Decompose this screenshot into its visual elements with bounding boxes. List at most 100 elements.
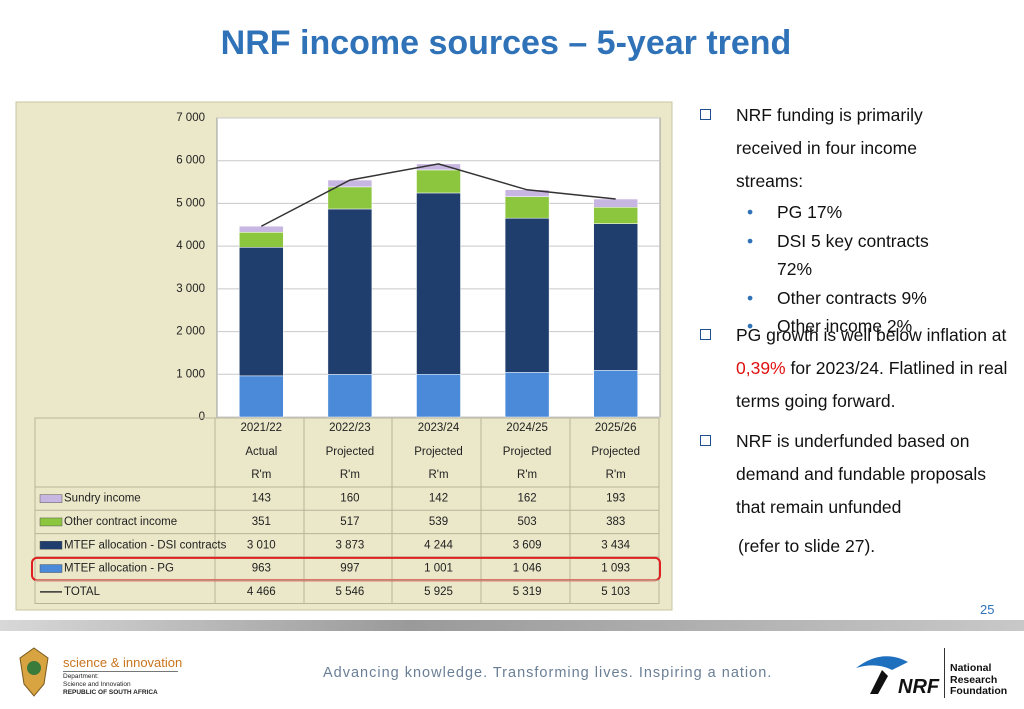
table-value: 4 466	[247, 586, 276, 598]
table-value: 5 546	[336, 586, 365, 598]
table-value: 503	[518, 516, 537, 528]
x-tick-label: 2021/22	[241, 422, 283, 434]
unit-label: R'm	[251, 469, 271, 481]
table-value: 3 010	[247, 539, 276, 551]
bar-segment	[327, 186, 373, 210]
x-tick-label: 2025/26	[595, 422, 637, 434]
category-note: Projected	[591, 446, 640, 458]
y-tick-label: 7 000	[176, 112, 205, 124]
y-tick-label: 4 000	[176, 240, 205, 252]
text: for 2023/24. Flatlined in real terms goi…	[736, 358, 1008, 411]
unit-label: R'm	[428, 469, 448, 481]
unit-label: R'm	[340, 469, 360, 481]
y-tick-label: 0	[199, 411, 205, 423]
unit-label: R'm	[606, 469, 626, 481]
table-value: 160	[340, 493, 359, 505]
text: National	[950, 662, 992, 674]
legend-swatch	[39, 564, 63, 573]
bar-segment	[239, 232, 284, 248]
text: Department:	[63, 673, 99, 680]
table-value: 142	[429, 493, 448, 505]
bullet: NRF is underfunded based on demand and f…	[700, 425, 1010, 563]
x-tick-label: 2024/25	[506, 422, 548, 434]
table-value: 3 609	[513, 539, 542, 551]
dept-brand: science & innovation	[63, 655, 183, 670]
table-value: 351	[252, 516, 271, 528]
table-value: 193	[606, 493, 625, 505]
bullet-text: NRF funding is primarily received in fou…	[736, 105, 923, 191]
legend-swatch	[39, 494, 63, 503]
text: REPUBLIC OF SOUTH AFRICA	[63, 689, 158, 696]
legend-label: TOTAL	[64, 586, 101, 598]
bar-segment	[504, 372, 550, 418]
y-tick-label: 1 000	[176, 368, 205, 380]
highlight: 0,39%	[736, 358, 786, 378]
table-value: 143	[252, 493, 271, 505]
table-value: 1 046	[513, 563, 542, 575]
tagline: Advancing knowledge. Transforming lives.…	[323, 665, 773, 681]
table-value: 5 319	[513, 586, 542, 598]
bullet-text: NRF is underfunded based on demand and f…	[736, 431, 987, 517]
nrf-emblem	[856, 656, 908, 694]
table-value: 162	[518, 493, 537, 505]
bar-segment	[504, 196, 550, 219]
bullet-text: PG growth is well below inflation at 0,3…	[736, 319, 1010, 418]
table-value: 997	[340, 563, 359, 575]
bar-segment	[593, 370, 638, 418]
bar-segment	[327, 374, 373, 418]
sub-bullet: PG 17%	[777, 198, 940, 227]
y-tick-label: 3 000	[176, 283, 205, 295]
text: Science and Innovation	[63, 681, 131, 688]
table-value: 383	[606, 516, 625, 528]
legend-swatch	[39, 517, 63, 527]
table-value: 517	[340, 516, 359, 528]
category-note: Projected	[414, 446, 463, 458]
divider	[63, 671, 178, 672]
category-note: Projected	[326, 446, 375, 458]
bar-segment	[593, 198, 638, 208]
x-tick-label: 2023/24	[418, 422, 460, 434]
total-line	[260, 163, 616, 227]
table-value: 3 873	[336, 539, 365, 551]
table-value: 5 925	[424, 586, 453, 598]
divider	[944, 648, 945, 698]
y-tick-label: 5 000	[176, 197, 205, 209]
bar-segment	[239, 375, 284, 418]
unit-label: R'm	[517, 469, 537, 481]
x-tick-label: 2022/23	[329, 422, 371, 434]
bullet: PG growth is well below inflation at 0,3…	[700, 319, 1010, 418]
sub-bullets: PG 17%DSI 5 key contracts 72%Other contr…	[700, 198, 940, 341]
dept-lines: Department: Science and Innovation REPUBLI…	[63, 673, 158, 697]
legend-label: MTEF allocation - PG	[64, 563, 174, 575]
bar-segment	[504, 217, 550, 373]
table-value: 3 434	[601, 539, 630, 551]
table-value: 1 093	[601, 563, 630, 575]
coat-of-arms	[19, 647, 49, 697]
category-note: Actual	[245, 446, 277, 458]
y-tick-label: 2 000	[176, 326, 205, 338]
text: Research	[950, 673, 998, 686]
sub-bullet: DSI 5 key contracts 72%	[777, 227, 940, 284]
note: (refer to slide 27).	[738, 536, 876, 556]
bar-segment	[239, 247, 284, 377]
bar-segment	[416, 169, 461, 194]
table-value: 963	[252, 563, 271, 575]
bar-segment	[416, 373, 461, 418]
bar-segment	[327, 179, 373, 188]
bar-segment	[593, 223, 638, 371]
table-value: 5 103	[601, 586, 630, 598]
bar-segment	[416, 192, 461, 375]
slide-title: NRF income sources – 5-year trend	[220, 24, 792, 62]
table-value: 1 001	[424, 563, 453, 575]
bar-segment	[593, 207, 638, 224]
legend-label: Sundry income	[64, 493, 141, 505]
table-value: 4 244	[424, 539, 453, 551]
y-tick-label: 6 000	[176, 155, 205, 167]
bullet: NRF funding is primarily received in fou…	[700, 99, 940, 341]
text: Foundation	[950, 685, 1008, 697]
nrf-logo: NRF	[898, 676, 940, 698]
table-value: 539	[429, 516, 448, 528]
legend-swatch	[39, 541, 63, 550]
